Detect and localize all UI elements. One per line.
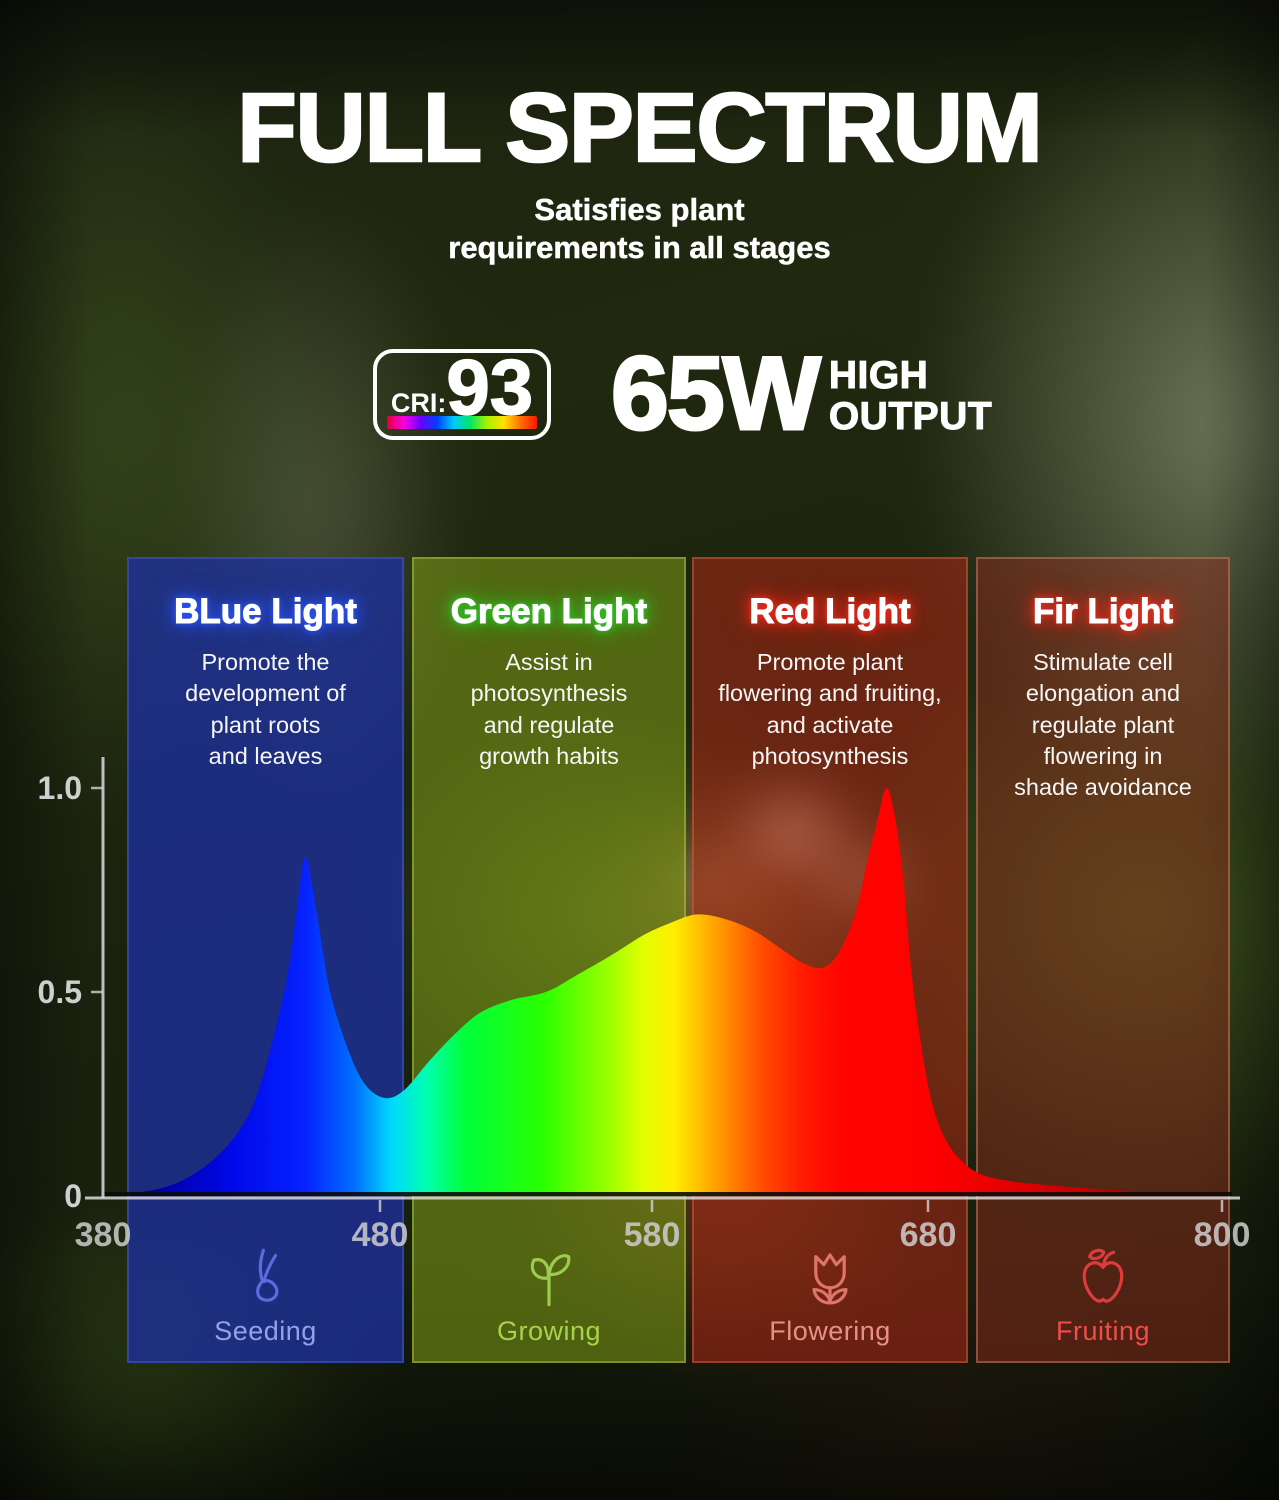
stage-label: Growing [496, 1316, 602, 1346]
badge-row: CRI: 93 65W HIGH OUTPUT [373, 336, 993, 452]
panel-description: Assist in photosynthesis and regulate gr… [470, 649, 628, 769]
stage-seeding: Seeding [129, 1246, 402, 1347]
panel-description: Promote plant flowering and fruiting, an… [718, 649, 942, 769]
panel-description: Stimulate cell elongation and regulate p… [1014, 649, 1192, 800]
stage-label: Flowering [769, 1316, 891, 1346]
page-subtitle: Satisfies plant requirements in all stag… [448, 192, 831, 266]
page-title: FULL SPECTRUM [236, 73, 1044, 182]
panel-heading: BLue Light [174, 592, 358, 632]
stage-fruiting: Fruiting [978, 1246, 1228, 1347]
stage-flowering: Flowering [694, 1246, 966, 1347]
y-tick-label: 1.0 [37, 770, 82, 806]
stage-label: Seeding [214, 1316, 317, 1346]
panel-description: Promote the development of plant roots a… [185, 649, 346, 769]
x-tick-label: 380 [74, 1216, 132, 1254]
apple-icon [1082, 1248, 1124, 1303]
cri-badge-text: CRI: 93 [385, 343, 539, 432]
sprout-icon [530, 1254, 571, 1307]
x-tick-label: 800 [1193, 1216, 1251, 1254]
stage-label: Fruiting [1055, 1316, 1151, 1346]
panel-heading: Red Light [749, 592, 911, 632]
panel-heading: Green Light [450, 592, 648, 632]
high-output-label: HIGH OUTPUT [828, 349, 993, 438]
y-tick-label: 0 [64, 1178, 82, 1214]
x-tick-label: 580 [623, 1216, 681, 1254]
x-tick-label: 480 [351, 1216, 409, 1254]
flower-icon [812, 1253, 848, 1305]
panel-heading: Fir Light [1033, 592, 1174, 632]
cri-badge: CRI: 93 [373, 343, 551, 440]
rainbow-bar [387, 416, 537, 429]
stage-growing: Growing [414, 1246, 684, 1347]
cri-value: 93 [446, 343, 534, 432]
high-output-line1: HIGH [828, 354, 929, 397]
x-tick-label: 680 [899, 1216, 957, 1254]
wattage-value: 65W [610, 336, 823, 452]
y-tick-label: 0.5 [37, 974, 82, 1010]
seedling-icon [255, 1248, 278, 1302]
high-output-line2: OUTPUT [828, 395, 993, 438]
panel-fir-light: Fir Light Stimulate cell elongation and … [976, 557, 1230, 1363]
